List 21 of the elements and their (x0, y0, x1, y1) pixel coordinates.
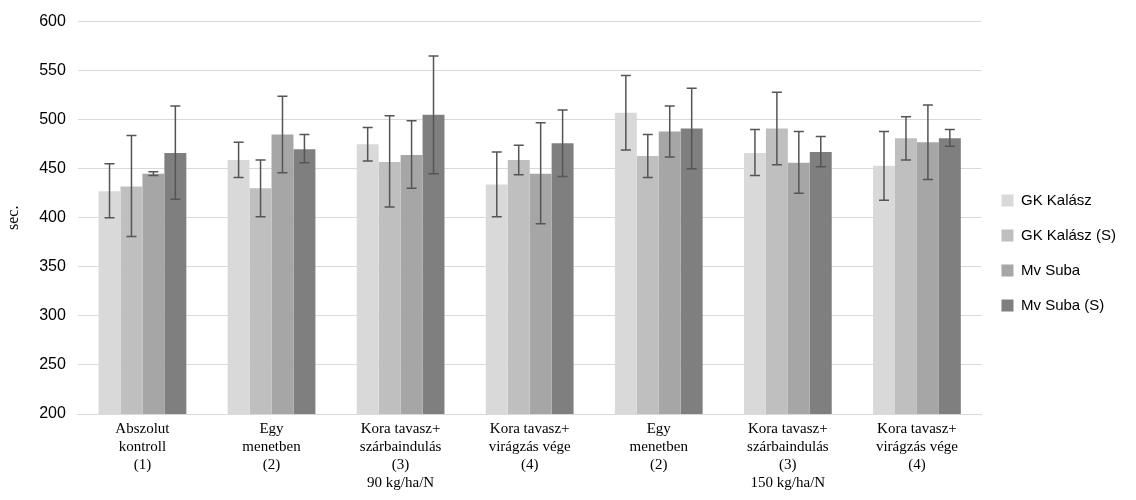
x-tick-label: Abszolut kontroll (1) (115, 419, 171, 473)
y-tick-label: 400 (39, 208, 66, 226)
y-tick-label: 450 (39, 159, 66, 177)
legend-label: GK Kalász (1020, 190, 1092, 208)
y-tick-label: 250 (39, 355, 66, 373)
y-tick-label: 200 (39, 404, 66, 422)
y-tick-label: 500 (39, 110, 66, 128)
x-tick-label: Kora tavasz+ virágzás vége (4) (488, 419, 572, 473)
legend-label: Mv Suba (1020, 260, 1081, 278)
y-axis-title: sec. (3, 205, 21, 231)
legend-label: GK Kalász (S) (1020, 225, 1117, 243)
x-tick-label: Kora tavasz+ szárbaindulás (3) 150 kg/ha/N (747, 419, 829, 490)
legend-label: Mv Suba (S) (1020, 295, 1105, 313)
y-tick-label: 350 (39, 257, 66, 275)
y-tick-label: 600 (39, 12, 66, 30)
x-tick-label: Kora tavasz+ szárbaindulás (3) 90 kg/ha/N (359, 419, 442, 490)
x-tick-label: Kora tavasz+ virágzás vége (4) (875, 419, 959, 473)
y-tick-label: 550 (39, 61, 66, 79)
x-tick-label: Egy menetben (2) (629, 419, 689, 473)
y-tick-label: 300 (39, 306, 66, 324)
x-tick-label: Egy menetben (2) (242, 419, 302, 473)
